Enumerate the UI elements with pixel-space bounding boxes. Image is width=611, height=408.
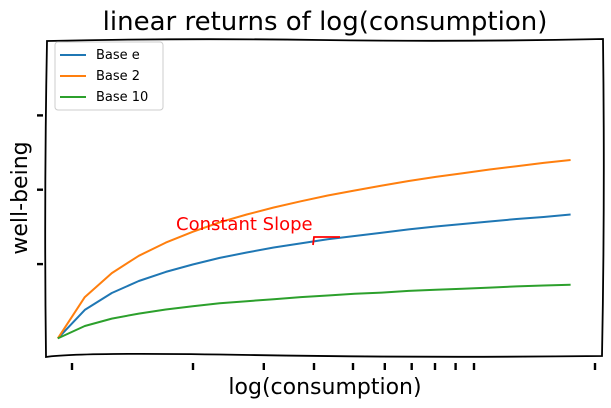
- series-layer: [56, 159, 571, 340]
- slope-marker: [312, 236, 340, 246]
- legend-label-base-e: Base e: [96, 48, 140, 63]
- legend-box: [54, 41, 164, 111]
- legend-label-base-2: Base 2: [96, 69, 140, 84]
- legend: Base e Base 2 Base 10: [54, 41, 164, 111]
- legend-label-base-10: Base 10: [96, 90, 148, 105]
- y-axis-label: well-being: [8, 141, 33, 254]
- x-axis-label: log(consumption): [228, 375, 421, 400]
- series-line-base-e: [57, 213, 571, 340]
- series-line-base-2: [56, 159, 571, 339]
- plot-frame: [44, 38, 605, 359]
- series-line-base-10: [57, 283, 571, 340]
- chart-title: linear returns of log(consumption): [103, 7, 548, 37]
- annotation-constant-slope: Constant Slope: [176, 214, 313, 235]
- ticks-layer: [37, 114, 597, 370]
